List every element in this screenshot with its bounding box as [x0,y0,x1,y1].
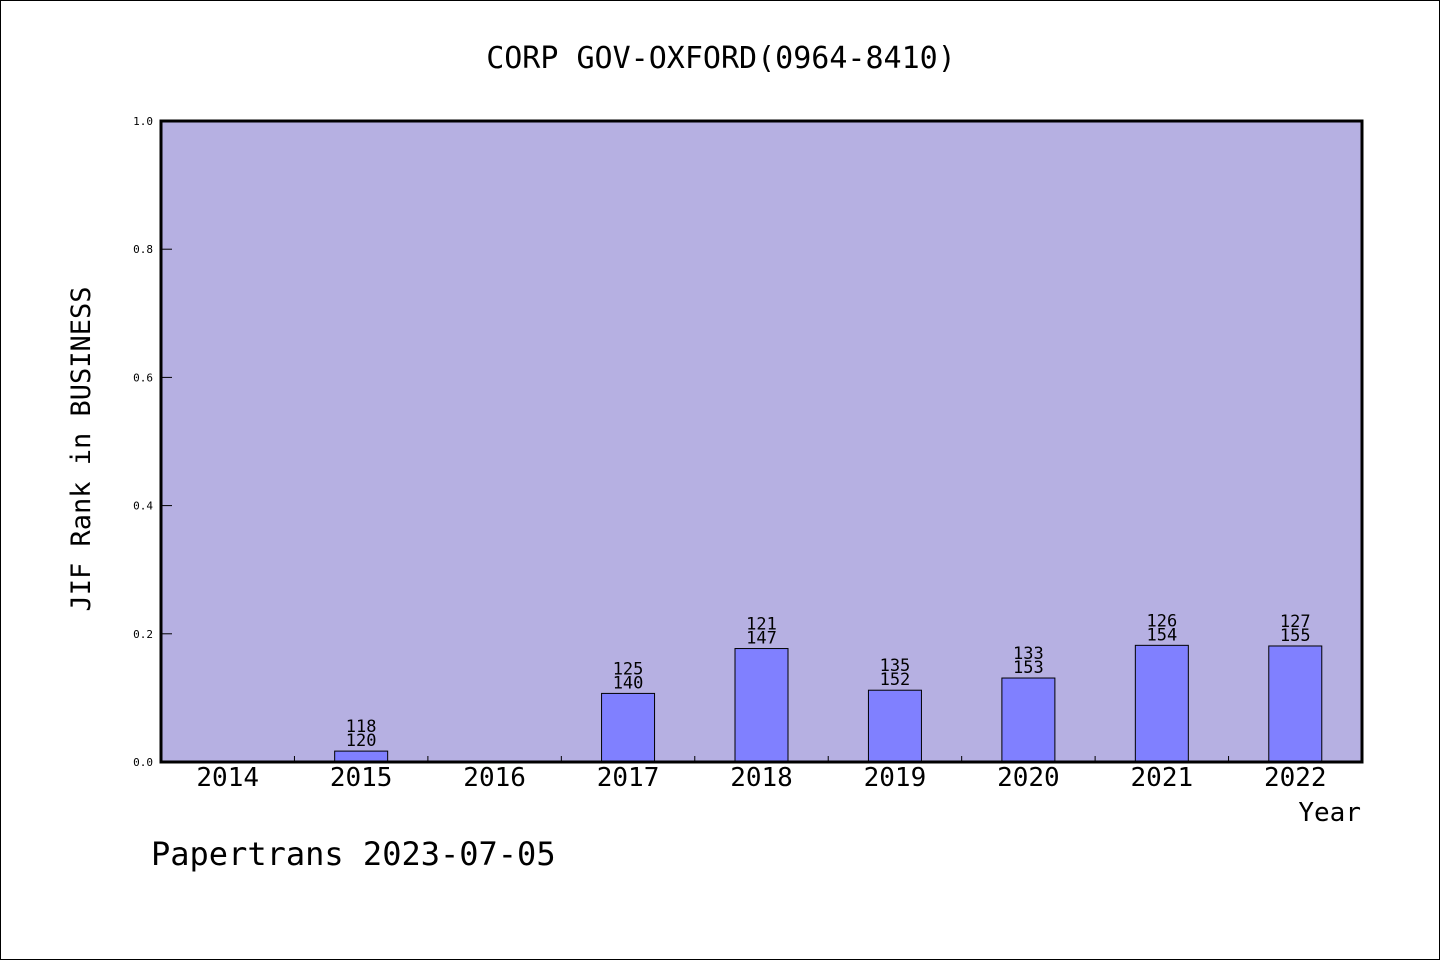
bar-total-label: 155 [1280,626,1311,646]
x-tick-label: 2016 [463,763,526,793]
bar-2022 [1268,645,1323,763]
bar-2018 [734,648,789,763]
bar-rank-label: 135 [880,656,911,676]
x-tick-label: 2014 [196,763,259,793]
y-axis-label: JIF Rank in BUSINESS [66,286,97,611]
bar-2020 [1001,677,1056,763]
bar-rank-label: 121 [746,615,777,635]
x-tick-label: 2019 [864,763,927,793]
y-tick-label: 0.2 [133,628,153,641]
x-axis-ticks: 2014 2015 2016 2017 2018 2019 2020 2021 2022 [196,756,1327,793]
bar-2019 [867,689,922,763]
bar-rank-label: 125 [613,659,644,679]
bar-2015 [334,750,389,763]
plot-border [159,119,1364,764]
y-tick-label: 1.0 [133,115,153,128]
bar-rank-label: 126 [1146,611,1177,631]
y-tick-label: 0.0 [133,756,153,769]
bar-total-label: 147 [746,629,777,649]
x-tick-label: 2017 [597,763,660,793]
x-tick-label: 2021 [1131,763,1194,793]
bar-2021 [1134,644,1189,763]
x-tick-label: 2015 [330,763,393,793]
bar-rank-label: 118 [346,717,377,737]
bar-total-label: 140 [613,673,644,693]
y-tick-label: 0.8 [133,243,153,256]
y-tick-label: 0.4 [133,500,153,513]
bar-rank-label: 127 [1280,612,1311,632]
bar-total-label: 153 [1013,658,1044,678]
x-tick-label: 2018 [730,763,793,793]
chart-title: CORP GOV-OXFORD(0964-8410) [486,41,956,76]
bar-rank-label: 133 [1013,644,1044,664]
x-tick-label: 2020 [997,763,1060,793]
x-tick-label: 2022 [1264,763,1327,793]
bar-total-label: 120 [346,731,377,751]
x-axis-label: Year [1298,798,1361,828]
bar-total-label: 154 [1146,625,1177,645]
bar-total-label: 152 [880,670,911,690]
y-tick-label: 0.6 [133,371,153,384]
bar-2017 [601,692,656,763]
y-axis-ticks: 0.0 0.2 0.4 0.6 0.8 1.0 [133,115,172,769]
footer-text: Papertrans 2023-07-05 [151,835,556,873]
